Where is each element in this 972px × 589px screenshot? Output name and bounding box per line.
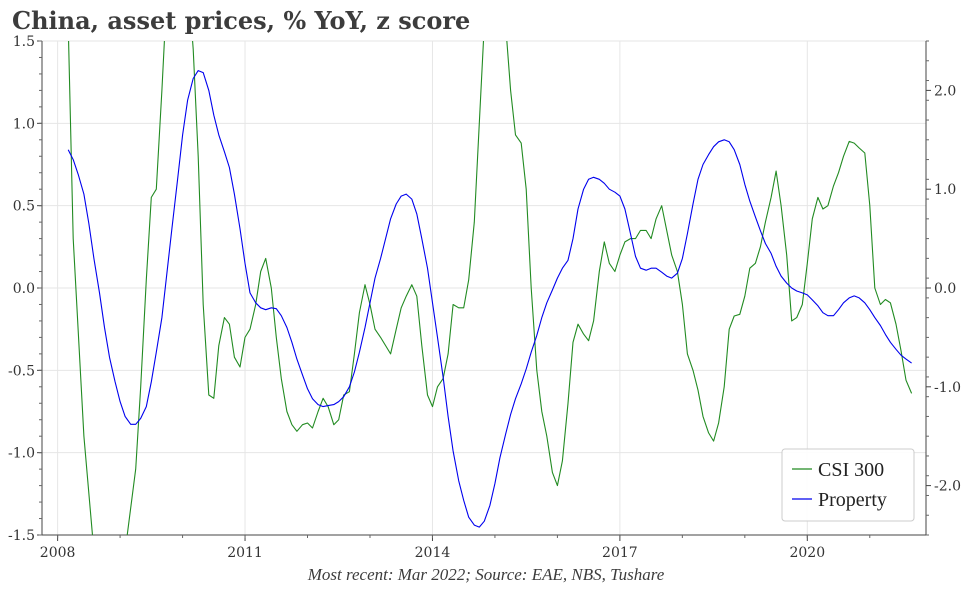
legend-box: [781, 448, 915, 522]
source-note: Most recent: Mar 2022; Source: EAE, NBS,…: [307, 565, 665, 584]
series-line-property: [67, 70, 912, 528]
axes: 1.5 1.0 0.5 0.0 -0.5 -1.0 -1.5 2.0 1.0 0.0 -1.0 -2.…: [8, 34, 961, 561]
x-tick-label: 2014: [415, 545, 451, 561]
y-left-tick-label: 1.5: [13, 34, 35, 50]
y-left-tick-label: -1.5: [8, 528, 35, 544]
y-right-tick-label: 0.0: [934, 281, 956, 297]
y-left-tick-label: -1.0: [8, 446, 35, 462]
y-left-tick-label: 0.5: [13, 199, 35, 215]
chart-title: China, asset prices, % YoY, z score: [12, 6, 471, 35]
series-lines: [67, 41, 913, 535]
x-tick-label: 2020: [789, 545, 825, 561]
legend-label-property: Property: [818, 489, 887, 511]
y-left-tick-label: -0.5: [8, 363, 35, 379]
x-tick-label: 2011: [227, 545, 263, 561]
x-tick-label: 2008: [40, 545, 76, 561]
y-right-tick-label: -1.0: [934, 380, 961, 396]
y-right-tick-label: -2.0: [934, 479, 961, 495]
series-line-csi-300: [68, 41, 913, 535]
y-left-tick-label: 0.0: [13, 281, 35, 297]
y-right-tick-label: 2.0: [934, 83, 956, 99]
grid-lines: [42, 40, 926, 536]
legend: CSI 300 Property: [781, 448, 915, 522]
y-left-tick-label: 1.0: [13, 116, 35, 132]
x-tick-label: 2017: [602, 545, 638, 561]
legend-label-csi-300: CSI 300: [818, 459, 884, 481]
y-right-tick-label: 1.0: [934, 182, 956, 198]
